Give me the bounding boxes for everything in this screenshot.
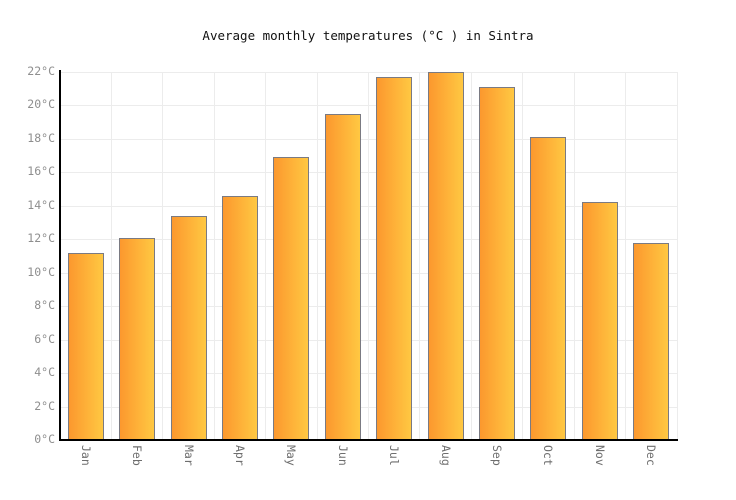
- y-tick-label: 14°C: [27, 197, 55, 212]
- chart-title: Average monthly temperatures (°C ) in Si…: [202, 28, 534, 43]
- bar-oct: [530, 137, 567, 440]
- x-month-label: Jul: [387, 445, 402, 466]
- bar-dec: [633, 242, 670, 440]
- x-month-label: Nov: [592, 445, 607, 466]
- gridline-vertical: [265, 72, 267, 440]
- bar-may: [273, 157, 310, 440]
- bar-sep: [479, 87, 516, 440]
- plot-area: [60, 72, 678, 440]
- y-tick-label: 10°C: [27, 264, 55, 279]
- gridline-vertical: [625, 72, 627, 440]
- x-month-label: Feb: [130, 445, 145, 466]
- y-tick-label: 16°C: [27, 164, 55, 179]
- gridline-vertical: [470, 72, 472, 440]
- x-month-label: Jun: [335, 445, 350, 466]
- gridline-vertical: [110, 72, 112, 440]
- gridline-vertical: [573, 72, 575, 440]
- x-month-label: Mar: [181, 445, 196, 466]
- x-month-label: Jan: [78, 445, 93, 466]
- gridline-vertical: [162, 72, 164, 440]
- gridline-vertical: [316, 72, 318, 440]
- y-tick-label: 2°C: [34, 398, 55, 413]
- y-tick-label: 22°C: [27, 64, 55, 78]
- bar-jul: [376, 77, 413, 440]
- gridline-vertical: [676, 72, 678, 440]
- gridline-vertical: [368, 72, 369, 440]
- bar-jun: [324, 113, 361, 440]
- bar-jan: [67, 252, 104, 440]
- y-tick-label: 12°C: [27, 231, 55, 246]
- gridline-vertical: [522, 72, 524, 440]
- y-tick-label: 6°C: [34, 331, 55, 346]
- bar-apr: [221, 195, 258, 440]
- y-tick-label: 0°C: [34, 432, 55, 446]
- gridline-vertical: [419, 72, 421, 440]
- x-month-label: Apr: [232, 445, 247, 466]
- x-month-label: Sep: [490, 445, 505, 466]
- x-month-label: May: [284, 445, 299, 466]
- y-tick-label: 8°C: [34, 298, 55, 313]
- x-month-label: Oct: [541, 445, 556, 466]
- x-month-label: Dec: [644, 445, 659, 466]
- y-tick-label: 20°C: [27, 97, 55, 112]
- gridline-vertical: [213, 72, 215, 440]
- bar-mar: [170, 215, 207, 440]
- x-month-label: Aug: [438, 445, 453, 466]
- bar-nov: [581, 202, 618, 440]
- bar-aug: [427, 72, 464, 440]
- y-tick-label: 4°C: [34, 365, 55, 380]
- x-axis-line: [59, 439, 678, 441]
- bar-feb: [119, 237, 156, 440]
- y-tick-label: 18°C: [27, 130, 55, 145]
- y-axis-line: [58, 70, 61, 441]
